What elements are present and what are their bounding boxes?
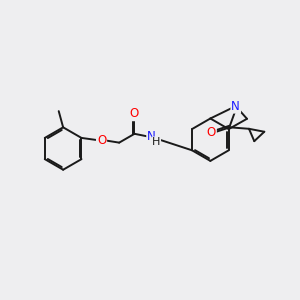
Text: O: O [207, 126, 216, 139]
Text: H: H [152, 137, 160, 147]
Text: N: N [231, 100, 240, 112]
Text: O: O [97, 134, 106, 147]
Text: N: N [147, 130, 156, 143]
Text: O: O [130, 107, 139, 120]
